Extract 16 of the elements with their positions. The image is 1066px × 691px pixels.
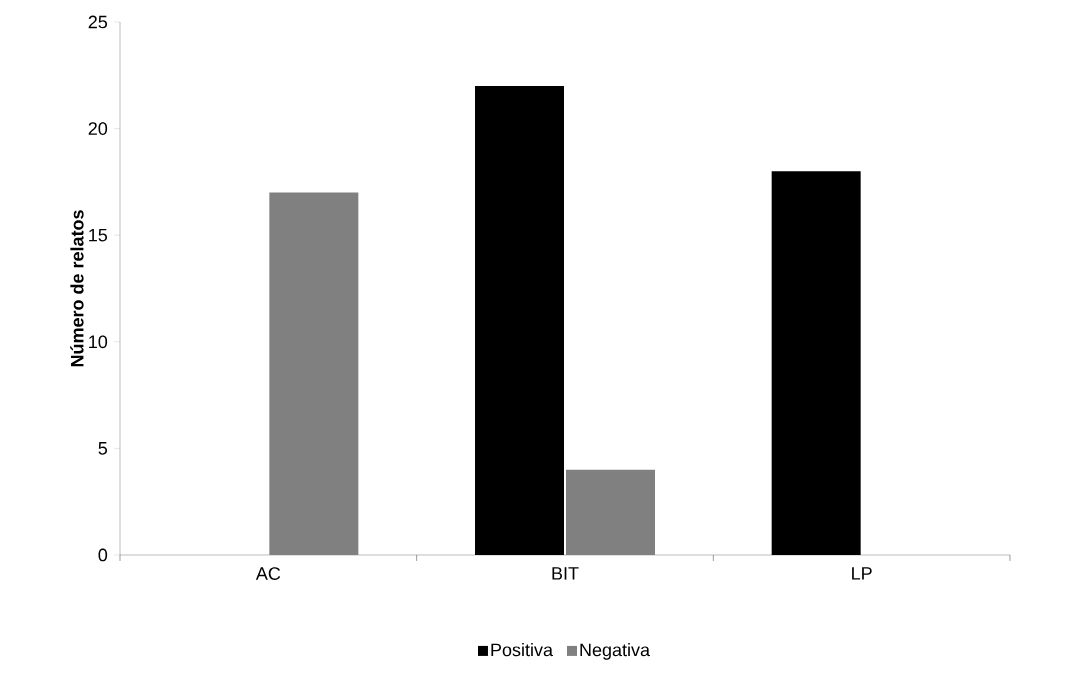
- y-tick-label: 25: [88, 15, 108, 29]
- bar: [475, 85, 564, 555]
- bar: [771, 171, 861, 555]
- y-axis-title: Número de relatos: [70, 210, 84, 367]
- y-tick-label: 0: [98, 548, 108, 562]
- x-tick-label: AC: [255, 567, 281, 580]
- y-tick-label: 5: [98, 442, 108, 455]
- legend-label: Negativa: [580, 643, 651, 660]
- bar: [566, 469, 655, 555]
- y-tick-label: 10: [89, 335, 108, 349]
- y-tick-label: 20: [88, 122, 108, 135]
- y-tick-label: 15: [89, 228, 108, 242]
- x-tick-label: LP: [852, 567, 872, 580]
- bar: [269, 192, 359, 555]
- x-tick-label: BIT: [552, 567, 579, 580]
- legend-label: Positiva: [491, 643, 553, 657]
